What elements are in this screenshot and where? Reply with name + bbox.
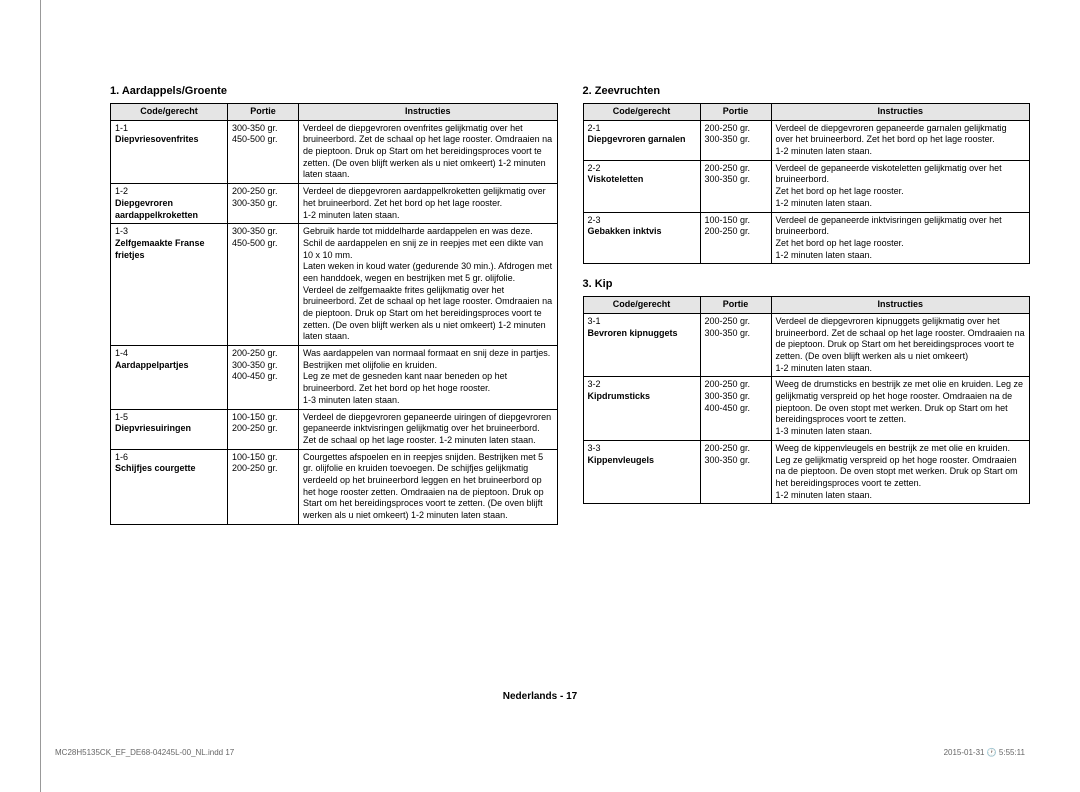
- table-zeevruchten: Code/gerecht Portie Instructies 2-1Diepg…: [583, 103, 1031, 264]
- cell-instr: Verdeel de diepgevroren ovenfrites gelij…: [299, 120, 558, 183]
- cell-instr: Verdeel de gepaneerde inktvisringen geli…: [771, 212, 1030, 264]
- th-instr: Instructies: [299, 104, 558, 121]
- cell-portie: 200-250 gr. 300-350 gr.: [700, 440, 771, 503]
- print-info: MC28H5135CK_EF_DE68-04245L-00_NL.indd 17…: [55, 748, 1025, 757]
- page-footer: Nederlands - 17: [0, 691, 1080, 702]
- table-row: 1-2Diepgevroren aardappelkroketten200-25…: [111, 184, 558, 224]
- th-portie: Portie: [700, 104, 771, 121]
- cell-instr: Verdeel de gepaneerde viskoteletten geli…: [771, 160, 1030, 212]
- table-row: 1-1Diepvriesovenfrites300-350 gr. 450-50…: [111, 120, 558, 183]
- cell-instr: Verdeel de diepgevroren gepaneerde garna…: [771, 120, 1030, 160]
- cell-instr: Verdeel de diepgevroren aardappelkrokett…: [299, 184, 558, 224]
- right-column: 2. Zeevruchten Code/gerecht Portie Instr…: [583, 85, 1031, 525]
- cell-code: 1-1Diepvriesovenfrites: [111, 120, 228, 183]
- cell-instr: Weeg de drumsticks en bestrijk ze met ol…: [771, 377, 1030, 440]
- table-row: 1-6Schijfjes courgette100-150 gr. 200-25…: [111, 449, 558, 524]
- cell-portie: 300-350 gr. 450-500 gr.: [228, 120, 299, 183]
- th-instr: Instructies: [771, 297, 1030, 314]
- cell-code: 1-6Schijfjes courgette: [111, 449, 228, 524]
- table-row: 1-4Aardappelpartjes200-250 gr. 300-350 g…: [111, 346, 558, 409]
- print-date: 2015-01-31 🕐 5:55:11: [944, 748, 1025, 757]
- cell-instr: Gebruik harde tot middelharde aardappele…: [299, 224, 558, 346]
- th-portie: Portie: [700, 297, 771, 314]
- th-code: Code/gerecht: [583, 297, 700, 314]
- cell-code: 3-1Bevroren kipnuggets: [583, 313, 700, 376]
- section-2-title: 2. Zeevruchten: [583, 85, 1031, 97]
- section-3-title: 3. Kip: [583, 278, 1031, 290]
- table-row: 3-3Kippenvleugels200-250 gr. 300-350 gr.…: [583, 440, 1030, 503]
- cell-portie: 200-250 gr. 300-350 gr. 400-450 gr.: [700, 377, 771, 440]
- cell-portie: 200-250 gr. 300-350 gr. 400-450 gr.: [228, 346, 299, 409]
- cell-instr: Was aardappelen van normaal formaat en s…: [299, 346, 558, 409]
- section-1-title: 1. Aardappels/Groente: [110, 85, 558, 97]
- table-row: 2-1Diepgevroren garnalen200-250 gr. 300-…: [583, 120, 1030, 160]
- cell-code: 1-2Diepgevroren aardappelkroketten: [111, 184, 228, 224]
- cell-code: 2-1Diepgevroren garnalen: [583, 120, 700, 160]
- table-row: 3-2Kipdrumsticks200-250 gr. 300-350 gr. …: [583, 377, 1030, 440]
- cell-instr: Verdeel de diepgevroren gepaneerde uirin…: [299, 409, 558, 449]
- cell-portie: 200-250 gr. 300-350 gr.: [700, 160, 771, 212]
- table-row: 2-2Viskoteletten200-250 gr. 300-350 gr.V…: [583, 160, 1030, 212]
- cell-code: 3-3Kippenvleugels: [583, 440, 700, 503]
- table-row: 1-3Zelfgemaakte Franse frietjes300-350 g…: [111, 224, 558, 346]
- cell-portie: 300-350 gr. 450-500 gr.: [228, 224, 299, 346]
- cell-portie: 100-150 gr. 200-250 gr.: [228, 449, 299, 524]
- table-row: 1-5Diepvriesuiringen100-150 gr. 200-250 …: [111, 409, 558, 449]
- left-column: 1. Aardappels/Groente Code/gerecht Porti…: [110, 85, 558, 525]
- table-row: 2-3Gebakken inktvis100-150 gr. 200-250 g…: [583, 212, 1030, 264]
- cell-portie: 200-250 gr. 300-350 gr.: [228, 184, 299, 224]
- th-code: Code/gerecht: [111, 104, 228, 121]
- cell-code: 1-5Diepvriesuiringen: [111, 409, 228, 449]
- th-code: Code/gerecht: [583, 104, 700, 121]
- cell-instr: Weeg de kippenvleugels en bestrijk ze me…: [771, 440, 1030, 503]
- cell-portie: 100-150 gr. 200-250 gr.: [228, 409, 299, 449]
- cell-portie: 200-250 gr. 300-350 gr.: [700, 120, 771, 160]
- print-file: MC28H5135CK_EF_DE68-04245L-00_NL.indd 17: [55, 748, 234, 757]
- cell-instr: Verdeel de diepgevroren kipnuggets gelij…: [771, 313, 1030, 376]
- cell-code: 1-3Zelfgemaakte Franse frietjes: [111, 224, 228, 346]
- cell-portie: 100-150 gr. 200-250 gr.: [700, 212, 771, 264]
- cell-code: 2-2Viskoteletten: [583, 160, 700, 212]
- table-groente: Code/gerecht Portie Instructies 1-1Diepv…: [110, 103, 558, 525]
- table-row: 3-1Bevroren kipnuggets200-250 gr. 300-35…: [583, 313, 1030, 376]
- page-content: 1. Aardappels/Groente Code/gerecht Porti…: [0, 0, 1080, 555]
- th-portie: Portie: [228, 104, 299, 121]
- table-kip: Code/gerecht Portie Instructies 3-1Bevro…: [583, 296, 1031, 504]
- cell-instr: Courgettes afspoelen en in reepjes snijd…: [299, 449, 558, 524]
- cell-portie: 200-250 gr. 300-350 gr.: [700, 313, 771, 376]
- cell-code: 1-4Aardappelpartjes: [111, 346, 228, 409]
- cell-code: 3-2Kipdrumsticks: [583, 377, 700, 440]
- cell-code: 2-3Gebakken inktvis: [583, 212, 700, 264]
- th-instr: Instructies: [771, 104, 1030, 121]
